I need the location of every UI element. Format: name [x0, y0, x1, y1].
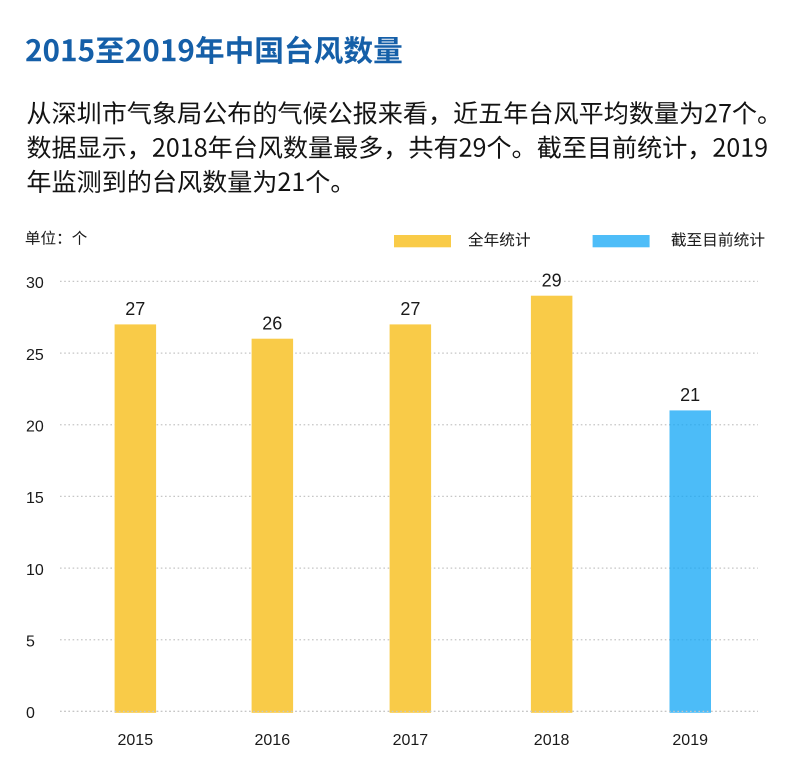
- svg-text:2015: 2015: [118, 732, 154, 749]
- svg-text:2016: 2016: [255, 732, 291, 749]
- svg-text:10: 10: [26, 562, 44, 579]
- svg-text:2018: 2018: [534, 732, 570, 749]
- svg-text:5: 5: [26, 633, 35, 650]
- svg-text:26: 26: [262, 313, 282, 333]
- svg-text:30: 30: [26, 275, 44, 292]
- svg-text:21: 21: [680, 385, 700, 405]
- svg-text:25: 25: [26, 347, 44, 364]
- svg-text:27: 27: [125, 299, 145, 319]
- svg-text:27: 27: [400, 299, 420, 319]
- svg-text:2017: 2017: [393, 732, 429, 749]
- svg-text:20: 20: [26, 418, 44, 435]
- svg-text:15: 15: [26, 490, 44, 507]
- svg-text:2019: 2019: [672, 732, 708, 749]
- svg-text:0: 0: [26, 705, 35, 722]
- svg-text:29: 29: [542, 270, 562, 290]
